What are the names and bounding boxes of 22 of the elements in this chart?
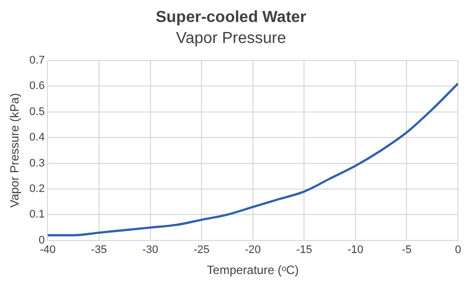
x-tick-label: -30 [142,244,158,256]
x-tick-label: -20 [244,244,261,256]
y-tick-label: 0 [38,234,45,246]
line-series [48,82,458,236]
x-tick-label: -40 [40,244,56,256]
x-tick-label: 0 [454,244,462,256]
y-tick-label: 0.3 [29,157,45,170]
x-tick-label: -5 [402,244,412,256]
y-tick-label: 0.4 [29,132,45,144]
y-tick-label: 0.1 [29,208,45,221]
chart-title: Super-cooled Water [156,9,306,26]
y-tick-label: 0.7 [29,54,45,66]
y-tick-label: 0.5 [29,106,45,118]
x-tick-label: -10 [347,244,364,256]
x-tick-label: -15 [296,244,312,256]
x-tick-label: -35 [91,244,107,256]
x-tick-label: -25 [194,244,210,256]
y-axis-title: Vapor Pressure (kPa) [8,93,22,208]
y-tick-label: 0.6 [29,80,45,92]
y-tick-label: 0.2 [29,183,45,196]
chart-subtitle: Vapor Pressure [176,30,286,48]
x-axis-title: Temperature (ᵒC) [206,263,299,278]
